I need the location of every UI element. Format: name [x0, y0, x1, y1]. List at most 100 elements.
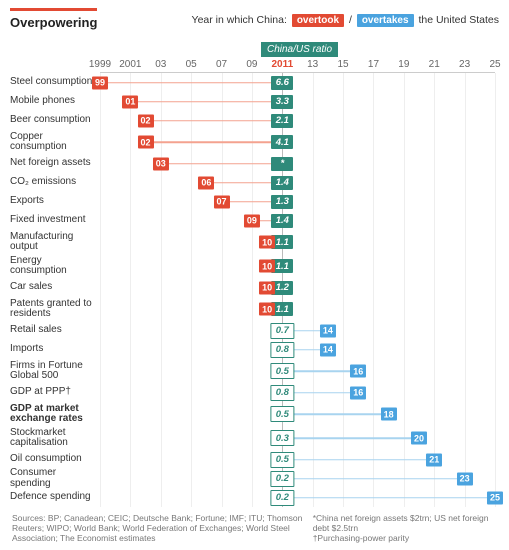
year-marker: 09	[244, 214, 260, 227]
connector-bar	[282, 459, 434, 461]
year-marker: 18	[381, 408, 397, 421]
year-marker: 07	[214, 195, 230, 208]
ratio-value: 6.6	[271, 76, 293, 90]
row-label: GDP at PPP†	[10, 387, 96, 398]
data-row: Consumer spending0.223	[100, 469, 495, 488]
row-label: Imports	[10, 344, 96, 355]
data-row: Imports0.814	[100, 340, 495, 359]
year-marker: 99	[92, 76, 108, 89]
row-label: Firms in Fortune Global 500	[10, 361, 96, 382]
year-marker: 06	[198, 176, 214, 189]
year-marker: 02	[138, 114, 154, 127]
ratio-value: 2.1	[271, 114, 293, 128]
ratio-value: 0.8	[271, 342, 294, 358]
data-row: Stockmarket capitalisation0.320	[100, 426, 495, 450]
chart-footer: Sources: BP; Canadean; CEIC; Deutsche Ba…	[10, 513, 499, 544]
ratio-value: 1.4	[271, 214, 293, 228]
year-marker: 14	[320, 324, 336, 337]
ratio-value: 1.4	[271, 176, 293, 190]
connector-bar	[282, 437, 419, 439]
data-row: Oil consumption0.521	[100, 450, 495, 469]
axis-tick: 2001	[119, 59, 141, 70]
row-label: Steel consumption	[10, 77, 96, 88]
row-label: Retail sales	[10, 325, 96, 336]
year-marker: 03	[153, 157, 169, 170]
row-label: Oil consumption	[10, 454, 96, 465]
row-label: GDP at market exchange rates	[10, 404, 96, 425]
year-marker: 10	[259, 236, 275, 249]
data-row: Copper consumption4.102	[100, 130, 495, 154]
row-label: Stockmarket capitalisation	[10, 428, 96, 449]
data-row: Car sales1.210	[100, 278, 495, 297]
row-label: Consumer spending	[10, 468, 96, 489]
year-marker: 20	[411, 432, 427, 445]
axis-tick: 1999	[89, 59, 111, 70]
year-marker: 10	[259, 303, 275, 316]
connector-bar	[146, 120, 283, 122]
axis-tick: 13	[307, 59, 318, 70]
year-marker: 16	[350, 365, 366, 378]
chart-area: 1999200103050709201113151719212325 Steel…	[100, 59, 495, 507]
data-row: GDP at PPP†0.816	[100, 383, 495, 402]
year-marker: 02	[138, 136, 154, 149]
connector-bar	[282, 478, 464, 480]
connector-bar	[100, 82, 282, 84]
row-label: Mobile phones	[10, 96, 96, 107]
row-label: Energy consumption	[10, 256, 96, 277]
axis-tick: 09	[246, 59, 257, 70]
axis-tick: 19	[398, 59, 409, 70]
connector-bar	[282, 497, 495, 499]
data-row: Mobile phones3.301	[100, 92, 495, 111]
year-marker: 25	[487, 491, 503, 504]
axis-tick: 21	[429, 59, 440, 70]
ratio-header: China/US ratio	[261, 42, 338, 57]
data-row: Patents granted to residents1.110	[100, 297, 495, 321]
data-row: Retail sales0.714	[100, 321, 495, 340]
chart-subtitle: Year in which China: overtook / overtake…	[192, 14, 499, 27]
ratio-value: 0.8	[271, 385, 294, 401]
year-marker: 21	[426, 453, 442, 466]
axis-tick: 15	[338, 59, 349, 70]
ratio-value: 0.3	[271, 430, 294, 446]
ratio-value: 0.2	[271, 490, 294, 506]
connector-bar	[130, 101, 282, 103]
tag-overtakes: overtakes	[357, 14, 414, 27]
ratio-value: 0.5	[271, 452, 294, 468]
connector-bar	[161, 163, 283, 165]
subtitle-sep: /	[349, 14, 352, 26]
row-label: Patents granted to residents	[10, 299, 96, 320]
data-row: CO₂ emissions1.406	[100, 173, 495, 192]
year-marker: 14	[320, 343, 336, 356]
row-label: Exports	[10, 196, 96, 207]
ratio-value: *	[271, 157, 293, 171]
axis-tick: 25	[489, 59, 500, 70]
row-label: Defence spending	[10, 492, 96, 503]
data-row: Defence spending0.225	[100, 488, 495, 507]
year-marker: 16	[350, 386, 366, 399]
data-row: Energy consumption1.110	[100, 254, 495, 278]
ratio-value: 0.5	[271, 363, 294, 379]
year-marker: 10	[259, 260, 275, 273]
row-label: Net foreign assets	[10, 158, 96, 169]
data-row: Fixed investment1.409	[100, 211, 495, 230]
axis-tick: 23	[459, 59, 470, 70]
row-label: Beer consumption	[10, 115, 96, 126]
x-axis: 1999200103050709201113151719212325	[100, 59, 495, 73]
tag-overtook: overtook	[292, 14, 344, 27]
ratio-value: 4.1	[271, 135, 293, 149]
ratio-value: 0.5	[271, 406, 294, 422]
footer-note-2: †Purchasing-power parity	[313, 533, 497, 543]
data-row: Steel consumption6.699	[100, 73, 495, 92]
data-row: Net foreign assets*03	[100, 154, 495, 173]
data-row: GDP at market exchange rates0.518	[100, 402, 495, 426]
chart-title: Overpowering	[10, 8, 97, 30]
ratio-value: 1.3	[271, 195, 293, 209]
data-row: Beer consumption2.102	[100, 111, 495, 130]
ratio-value: 0.2	[271, 471, 294, 487]
year-marker: 23	[457, 472, 473, 485]
connector-bar	[146, 141, 283, 143]
ratio-value: 3.3	[271, 95, 293, 109]
footer-note-1: *China net foreign assets $2trn; US net …	[313, 513, 497, 533]
row-label: Manufacturing output	[10, 232, 96, 253]
axis-tick: 03	[155, 59, 166, 70]
